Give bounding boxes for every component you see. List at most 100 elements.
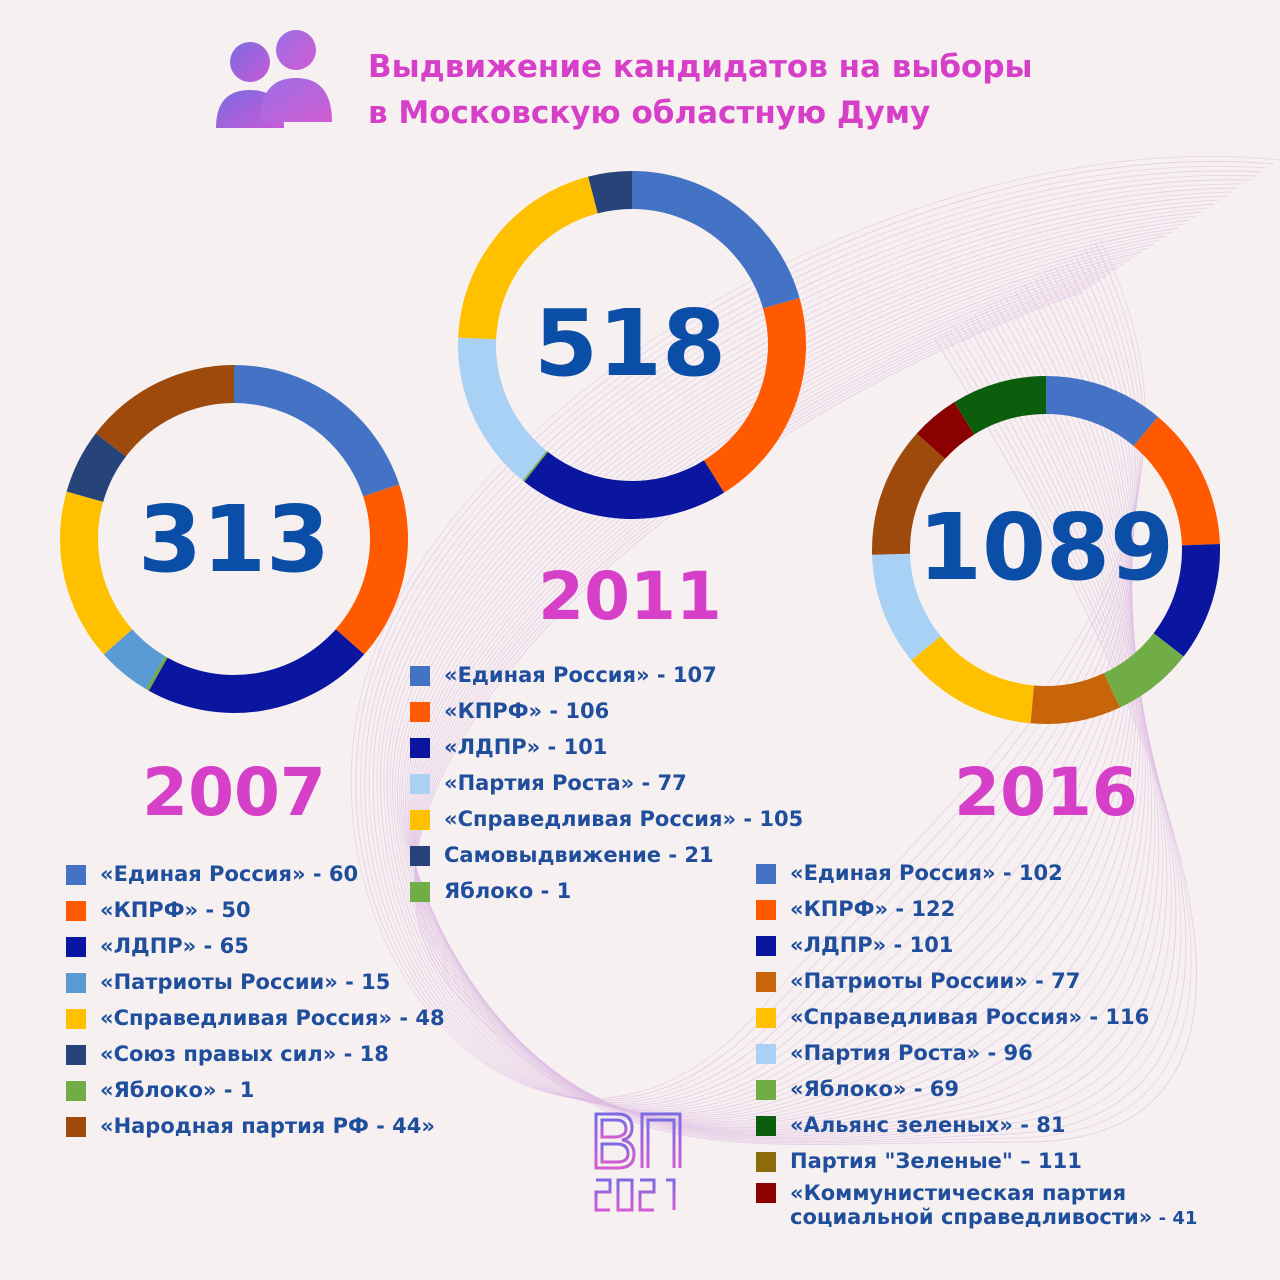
donut-slice-2016-5 xyxy=(872,553,941,661)
background-wave xyxy=(415,279,1182,1141)
legend-swatch xyxy=(756,1044,776,1064)
legend-label: «Патриоты России» - 77 xyxy=(790,969,1081,993)
legend-swatch xyxy=(66,865,86,885)
year-2011: 2011 xyxy=(538,558,722,635)
background-wave xyxy=(414,287,1192,1144)
background-wave xyxy=(396,211,1203,1117)
legend-item: «Патриоты России» - 77 xyxy=(756,963,1197,999)
donut-slice-2016-3 xyxy=(1030,673,1120,724)
donut-chart-2016 xyxy=(872,376,1220,724)
legend-label-line-2-wrap: социальной справедливости» - 41 xyxy=(790,1205,1197,1231)
donut-slice-2011-5 xyxy=(588,171,632,214)
legend-label: «ЛДПР» - 65 xyxy=(100,934,249,958)
donut-slice-2007-3 xyxy=(103,629,165,689)
legend-swatch xyxy=(410,774,430,794)
legend-item: «Народная партия РФ - 44» xyxy=(66,1108,445,1144)
background-wave xyxy=(406,231,1173,1124)
legend-swatch xyxy=(66,937,86,957)
donut-slice-2007-0 xyxy=(234,365,400,497)
legend-swatch xyxy=(66,973,86,993)
legend-swatch xyxy=(410,738,430,758)
total-2016: 1089 xyxy=(917,494,1175,601)
legend-item: «КПРФ» - 50 xyxy=(66,892,445,928)
legend-item: «Альянс зеленых» - 81 xyxy=(756,1107,1197,1143)
legend-label: «Единая Россия» - 102 xyxy=(790,861,1063,885)
legend-swatch xyxy=(66,1009,86,1029)
legend-swatch xyxy=(756,900,776,920)
legend-label-line-2: социальной справедливости» xyxy=(790,1205,1153,1229)
background-wave xyxy=(399,215,1197,1119)
legend-label: «Народная партия РФ - 44» xyxy=(100,1114,435,1138)
legend-item: Самовыдвижение - 21 xyxy=(410,837,803,873)
legend-item: «Яблоко» - 1 xyxy=(66,1072,445,1108)
legend-item: «ЛДПР» - 101 xyxy=(756,927,1197,963)
donut-slice-2011-1 xyxy=(704,298,806,493)
legend-swatch xyxy=(756,1080,776,1100)
legend-swatch xyxy=(756,1152,776,1172)
legend-label: «ЛДПР» - 101 xyxy=(790,933,954,957)
legend-swatch xyxy=(410,882,430,902)
legend-2011: «Единая Россия» - 107 «КПРФ» - 106 «ЛДПР» … xyxy=(410,657,803,909)
legend-label-line-1: «Коммунистическая партия xyxy=(790,1181,1127,1205)
background-wave xyxy=(386,195,1227,1112)
legend-item: «Яблоко» - 69 xyxy=(756,1071,1197,1107)
legend-item: «Справедливая Россия» - 105 xyxy=(410,801,803,837)
title-line-1: Выдвижение кандидатов на выборы xyxy=(368,49,1033,85)
legend-label: Самовыдвижение - 21 xyxy=(444,843,714,867)
legend-label: «Яблоко» - 1 xyxy=(100,1078,255,1102)
legend-label: «Справедливая Россия» - 116 xyxy=(790,1005,1150,1029)
donut-slice-2016-4 xyxy=(911,636,1034,724)
donut-slice-2011-0 xyxy=(632,171,800,309)
legend-label: «Партия Роста» - 77 xyxy=(444,771,687,795)
donut-slice-2016-8 xyxy=(872,433,946,555)
donut-slice-2011-2 xyxy=(524,451,725,519)
legend-label: «ЛДПР» - 101 xyxy=(444,735,608,759)
donut-slice-2016-0 xyxy=(1046,376,1159,446)
legend-swatch xyxy=(410,666,430,686)
legend-item: «КПРФ» - 106 xyxy=(410,693,803,729)
legend-label: «Единая Россия» - 60 xyxy=(100,862,359,886)
page-title: Выдвижение кандидатов на выборы в Москов… xyxy=(368,44,1033,136)
legend-swatch xyxy=(410,810,430,830)
donut-slice-2007-7 xyxy=(95,365,234,457)
legend-item: «Единая Россия» - 60 xyxy=(66,856,445,892)
background-wave xyxy=(414,275,1177,1140)
legend-2016: «Единая Россия» - 102 «КПРФ» - 122 «ЛДПР» … xyxy=(756,855,1197,1231)
donut-slice-2016-1 xyxy=(1133,416,1220,546)
legend-label-value: - 41 xyxy=(1152,1208,1198,1229)
legend-item: «Коммунистическая партия социальной справ… xyxy=(756,1179,1197,1231)
background-wave xyxy=(392,203,1215,1115)
legend-swatch xyxy=(756,972,776,992)
legend-label: «Альянс зеленых» - 81 xyxy=(790,1113,1066,1137)
legend-item: «Единая Россия» - 107 xyxy=(410,657,803,693)
legend-label: «Союз правых сил» - 18 xyxy=(100,1042,389,1066)
legend-swatch xyxy=(66,901,86,921)
legend-label: «КПРФ» - 50 xyxy=(100,898,251,922)
legend-label: «Партия Роста» - 96 xyxy=(790,1041,1033,1065)
legend-label: Яблоко - 1 xyxy=(444,879,572,903)
legend-swatch xyxy=(410,702,430,722)
year-2007: 2007 xyxy=(142,754,326,831)
legend-item: «Патриоты России» - 15 xyxy=(66,964,445,1000)
legend-item: «КПРФ» - 122 xyxy=(756,891,1197,927)
legend-item: Партия "Зеленые" – 111 xyxy=(756,1143,1197,1179)
donut-chart-2007 xyxy=(60,365,408,713)
legend-swatch xyxy=(66,1081,86,1101)
background-wave xyxy=(414,291,1197,1145)
legend-label: «Патриоты России» - 15 xyxy=(100,970,391,994)
legend-item: «Партия Роста» - 96 xyxy=(756,1035,1197,1071)
legend-2007: «Единая Россия» - 60 «КПРФ» - 50 «ЛДПР» - … xyxy=(66,856,445,1144)
donut-slice-2016-2 xyxy=(1153,544,1220,657)
legend-item: «Справедливая Россия» - 116 xyxy=(756,999,1197,1035)
legend-label: «Яблоко» - 69 xyxy=(790,1077,960,1101)
legend-item: «ЛДПР» - 65 xyxy=(66,928,445,964)
total-2007: 313 xyxy=(137,486,331,593)
background-wave xyxy=(355,160,1275,1101)
donut-slice-2016-6 xyxy=(1103,633,1184,708)
total-2011: 518 xyxy=(533,290,727,397)
donut-slice-2016-9 xyxy=(916,402,975,459)
legend-item: «Союз правых сил» - 18 xyxy=(66,1036,445,1072)
legend-swatch xyxy=(756,1116,776,1136)
legend-swatch xyxy=(756,1183,776,1203)
donut-slice-2016-7 xyxy=(954,376,1046,435)
